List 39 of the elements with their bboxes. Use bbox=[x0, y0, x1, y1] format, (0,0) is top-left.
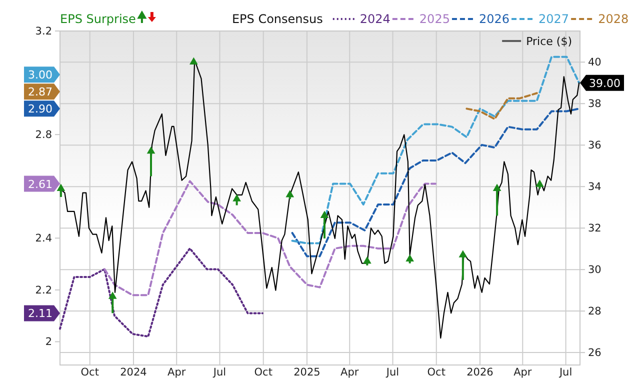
x-tick-label: Oct bbox=[254, 366, 272, 378]
legend-label: 2027 bbox=[538, 12, 570, 26]
y-tick-label: 2 bbox=[45, 336, 52, 348]
y2-tick-label: 26 bbox=[588, 346, 602, 359]
y2-tick-label: 40 bbox=[588, 56, 602, 68]
x-tick-label: 2024 bbox=[120, 366, 148, 378]
y2-tick-label: 34 bbox=[588, 180, 602, 193]
text: 3.00 bbox=[28, 68, 52, 82]
y2-tick-label: 30 bbox=[588, 264, 602, 276]
text: 2.90 bbox=[28, 102, 52, 116]
y2-tick-label: 28 bbox=[588, 305, 602, 318]
text: 2.11 bbox=[28, 307, 52, 320]
legend-label: Price ($) bbox=[526, 35, 572, 48]
legend-title: EPS Consensus bbox=[232, 12, 323, 26]
y2-tick-label: 32 bbox=[588, 222, 602, 234]
y-tick-label: 2.2 bbox=[35, 284, 52, 296]
y-tick-label: 2.4 bbox=[35, 232, 52, 244]
legend-label: 2028 bbox=[598, 12, 629, 26]
x-tick-label: Jul bbox=[558, 366, 572, 378]
legend-label: 2025 bbox=[419, 12, 450, 26]
text: 2.87 bbox=[28, 86, 52, 99]
y-tick-label: 2.8 bbox=[35, 128, 52, 141]
y-tick-label: 3.2 bbox=[35, 25, 52, 38]
legend-label: 2026 bbox=[478, 12, 510, 26]
x-tick-label: Oct bbox=[80, 366, 99, 378]
y2-tick-label: 36 bbox=[588, 139, 602, 152]
x-tick-label: Jul bbox=[212, 366, 226, 378]
text: 39.00 bbox=[589, 76, 620, 90]
x-tick-label: Apr bbox=[168, 366, 186, 378]
text: EPS Surprise bbox=[60, 12, 136, 26]
x-tick-label: Jul bbox=[385, 366, 400, 378]
legend-label: 2024 bbox=[360, 12, 390, 26]
x-tick-label: Apr bbox=[340, 366, 360, 378]
x-tick-label: Oct bbox=[427, 366, 446, 378]
x-tick-label: 2026 bbox=[466, 366, 494, 378]
x-tick-label: Apr bbox=[514, 366, 532, 378]
y2-tick-label: 38 bbox=[588, 98, 602, 110]
x-tick-label: 2025 bbox=[294, 366, 320, 378]
text: 2.61 bbox=[28, 178, 52, 191]
